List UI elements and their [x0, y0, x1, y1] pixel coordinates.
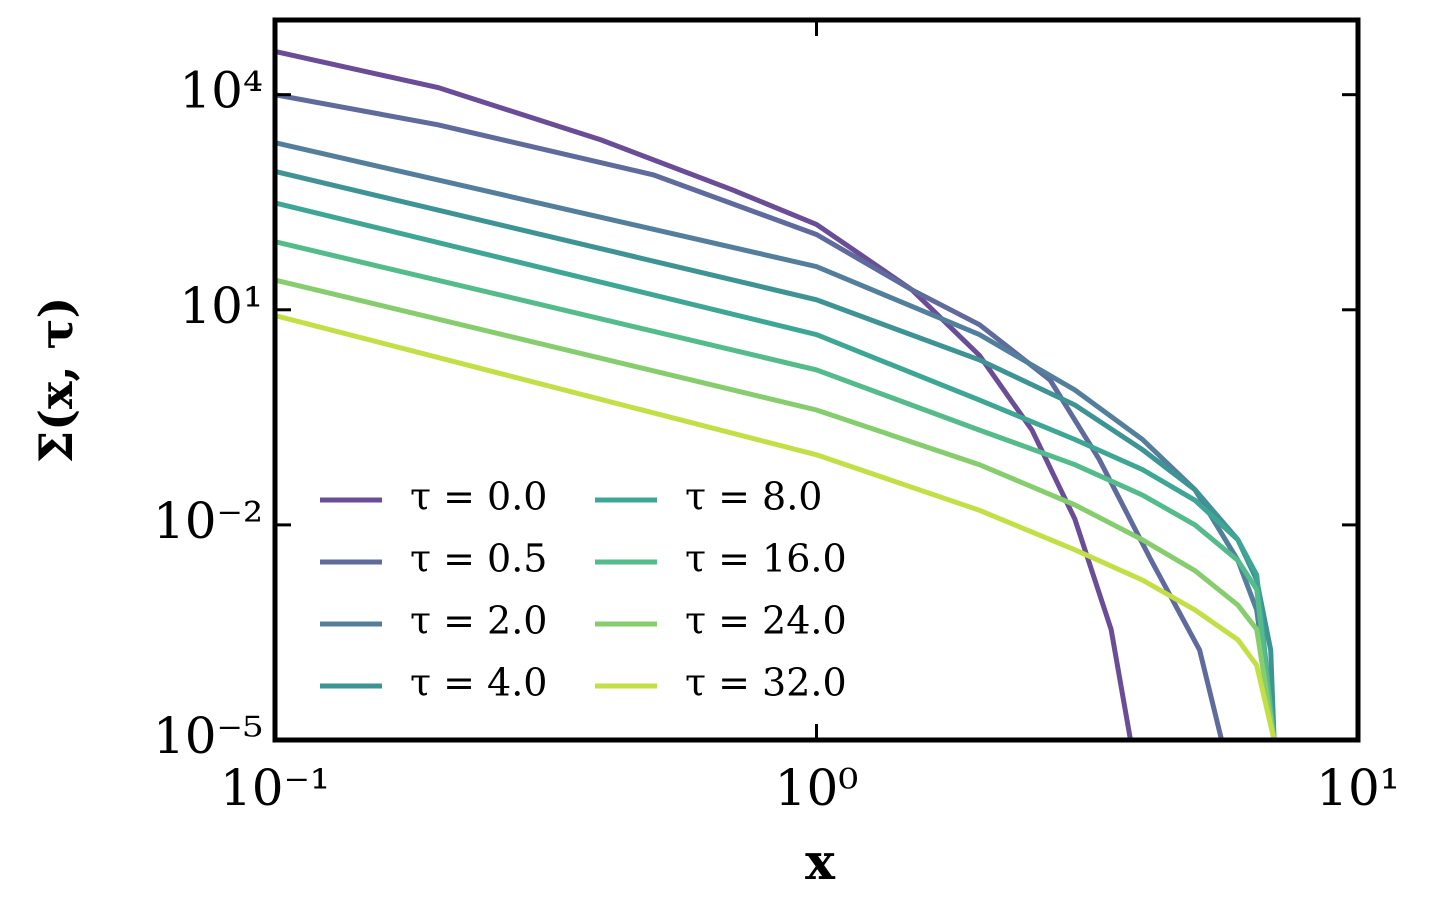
legend-label: τ = 32.0 — [685, 661, 847, 705]
curve — [275, 168, 1277, 740]
x-axis-label: x — [805, 832, 836, 891]
legend-label: τ = 24.0 — [685, 599, 847, 643]
x-tick-label: 10⁻¹ — [220, 759, 330, 817]
legend: τ = 0.0 τ = 0.5 τ = 2.0 τ = 4.0 τ = 8.0 τ = 1… — [320, 475, 847, 705]
y-axis-label: Σ(x, τ) — [29, 297, 83, 463]
legend-label: τ = 16.0 — [685, 537, 847, 581]
curve — [275, 239, 1277, 740]
y-tick-label: 10⁻² — [153, 492, 263, 550]
curve — [275, 277, 1277, 740]
curve — [275, 140, 1277, 740]
legend-label: τ = 0.5 — [410, 537, 547, 581]
plot-lines — [275, 49, 1277, 740]
x-tick-label: 10¹ — [1316, 759, 1400, 817]
curve — [275, 313, 1277, 740]
curve — [275, 92, 1225, 740]
x-tick-label: 10⁰ — [775, 759, 859, 817]
legend-label: τ = 2.0 — [410, 599, 547, 643]
y-tick-label: 10¹ — [179, 277, 263, 335]
y-tick-label: 10⁻⁵ — [153, 707, 263, 765]
legend-label: τ = 8.0 — [685, 475, 822, 519]
legend-label: τ = 0.0 — [410, 475, 547, 519]
curve — [275, 200, 1277, 740]
legend-label: τ = 4.0 — [410, 661, 547, 705]
y-tick-label: 10⁴ — [179, 62, 263, 120]
